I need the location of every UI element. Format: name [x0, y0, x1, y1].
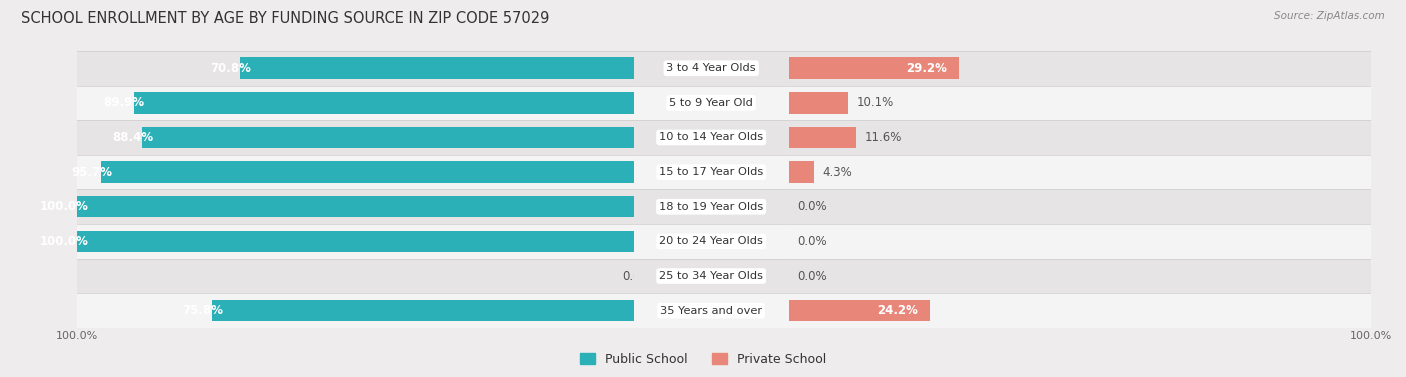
Bar [77, 259, 634, 293]
Bar [789, 161, 814, 183]
Text: 0.0%: 0.0% [797, 200, 827, 213]
Text: 11.6%: 11.6% [865, 131, 903, 144]
Bar [240, 57, 634, 79]
Bar [789, 300, 929, 322]
Bar [212, 300, 634, 322]
Text: 29.2%: 29.2% [907, 62, 948, 75]
Bar [77, 189, 634, 224]
Text: 10 to 14 Year Olds: 10 to 14 Year Olds [659, 132, 763, 143]
Bar [789, 57, 959, 79]
Bar [634, 86, 789, 120]
Bar [77, 86, 634, 120]
Text: 5 to 9 Year Old: 5 to 9 Year Old [669, 98, 754, 108]
Text: 95.7%: 95.7% [72, 166, 112, 179]
Text: 0.0%: 0.0% [797, 270, 827, 282]
Bar [77, 120, 634, 155]
Text: 75.8%: 75.8% [181, 304, 224, 317]
Bar [789, 293, 1371, 328]
Bar [142, 127, 634, 148]
Bar [789, 224, 1371, 259]
Bar [789, 51, 1371, 86]
Text: 100.0%: 100.0% [39, 200, 89, 213]
Bar [634, 120, 789, 155]
Bar [634, 259, 789, 293]
Text: 15 to 17 Year Olds: 15 to 17 Year Olds [659, 167, 763, 177]
Bar [789, 86, 1371, 120]
Text: 10.1%: 10.1% [856, 97, 894, 109]
Text: 35 Years and over: 35 Years and over [659, 306, 762, 316]
Bar [789, 155, 1371, 189]
Text: 24.2%: 24.2% [877, 304, 918, 317]
Text: 89.9%: 89.9% [104, 97, 145, 109]
Text: 100.0%: 100.0% [39, 235, 89, 248]
Text: 0.0%: 0.0% [797, 235, 827, 248]
Bar [634, 293, 789, 328]
Bar [789, 120, 1371, 155]
Legend: Public School, Private School: Public School, Private School [575, 348, 831, 371]
Text: 20 to 24 Year Olds: 20 to 24 Year Olds [659, 236, 763, 247]
Bar [634, 51, 789, 86]
Text: Source: ZipAtlas.com: Source: ZipAtlas.com [1274, 11, 1385, 21]
Bar [101, 161, 634, 183]
Bar [77, 155, 634, 189]
Bar [634, 224, 789, 259]
Bar [77, 293, 634, 328]
Text: 70.8%: 70.8% [209, 62, 250, 75]
Bar [789, 189, 1371, 224]
Bar [77, 196, 634, 218]
Text: 25 to 34 Year Olds: 25 to 34 Year Olds [659, 271, 763, 281]
Text: 4.3%: 4.3% [823, 166, 852, 179]
Bar [77, 224, 634, 259]
Bar [634, 155, 789, 189]
Bar [77, 231, 634, 252]
Bar [77, 51, 634, 86]
Text: 3 to 4 Year Olds: 3 to 4 Year Olds [666, 63, 756, 73]
Bar [789, 92, 848, 113]
Text: SCHOOL ENROLLMENT BY AGE BY FUNDING SOURCE IN ZIP CODE 57029: SCHOOL ENROLLMENT BY AGE BY FUNDING SOUR… [21, 11, 550, 26]
Bar [789, 259, 1371, 293]
Text: 0.0%: 0.0% [623, 270, 652, 282]
Bar [634, 189, 789, 224]
Text: 18 to 19 Year Olds: 18 to 19 Year Olds [659, 202, 763, 212]
Bar [134, 92, 634, 113]
Text: 88.4%: 88.4% [112, 131, 153, 144]
Bar [789, 127, 856, 148]
